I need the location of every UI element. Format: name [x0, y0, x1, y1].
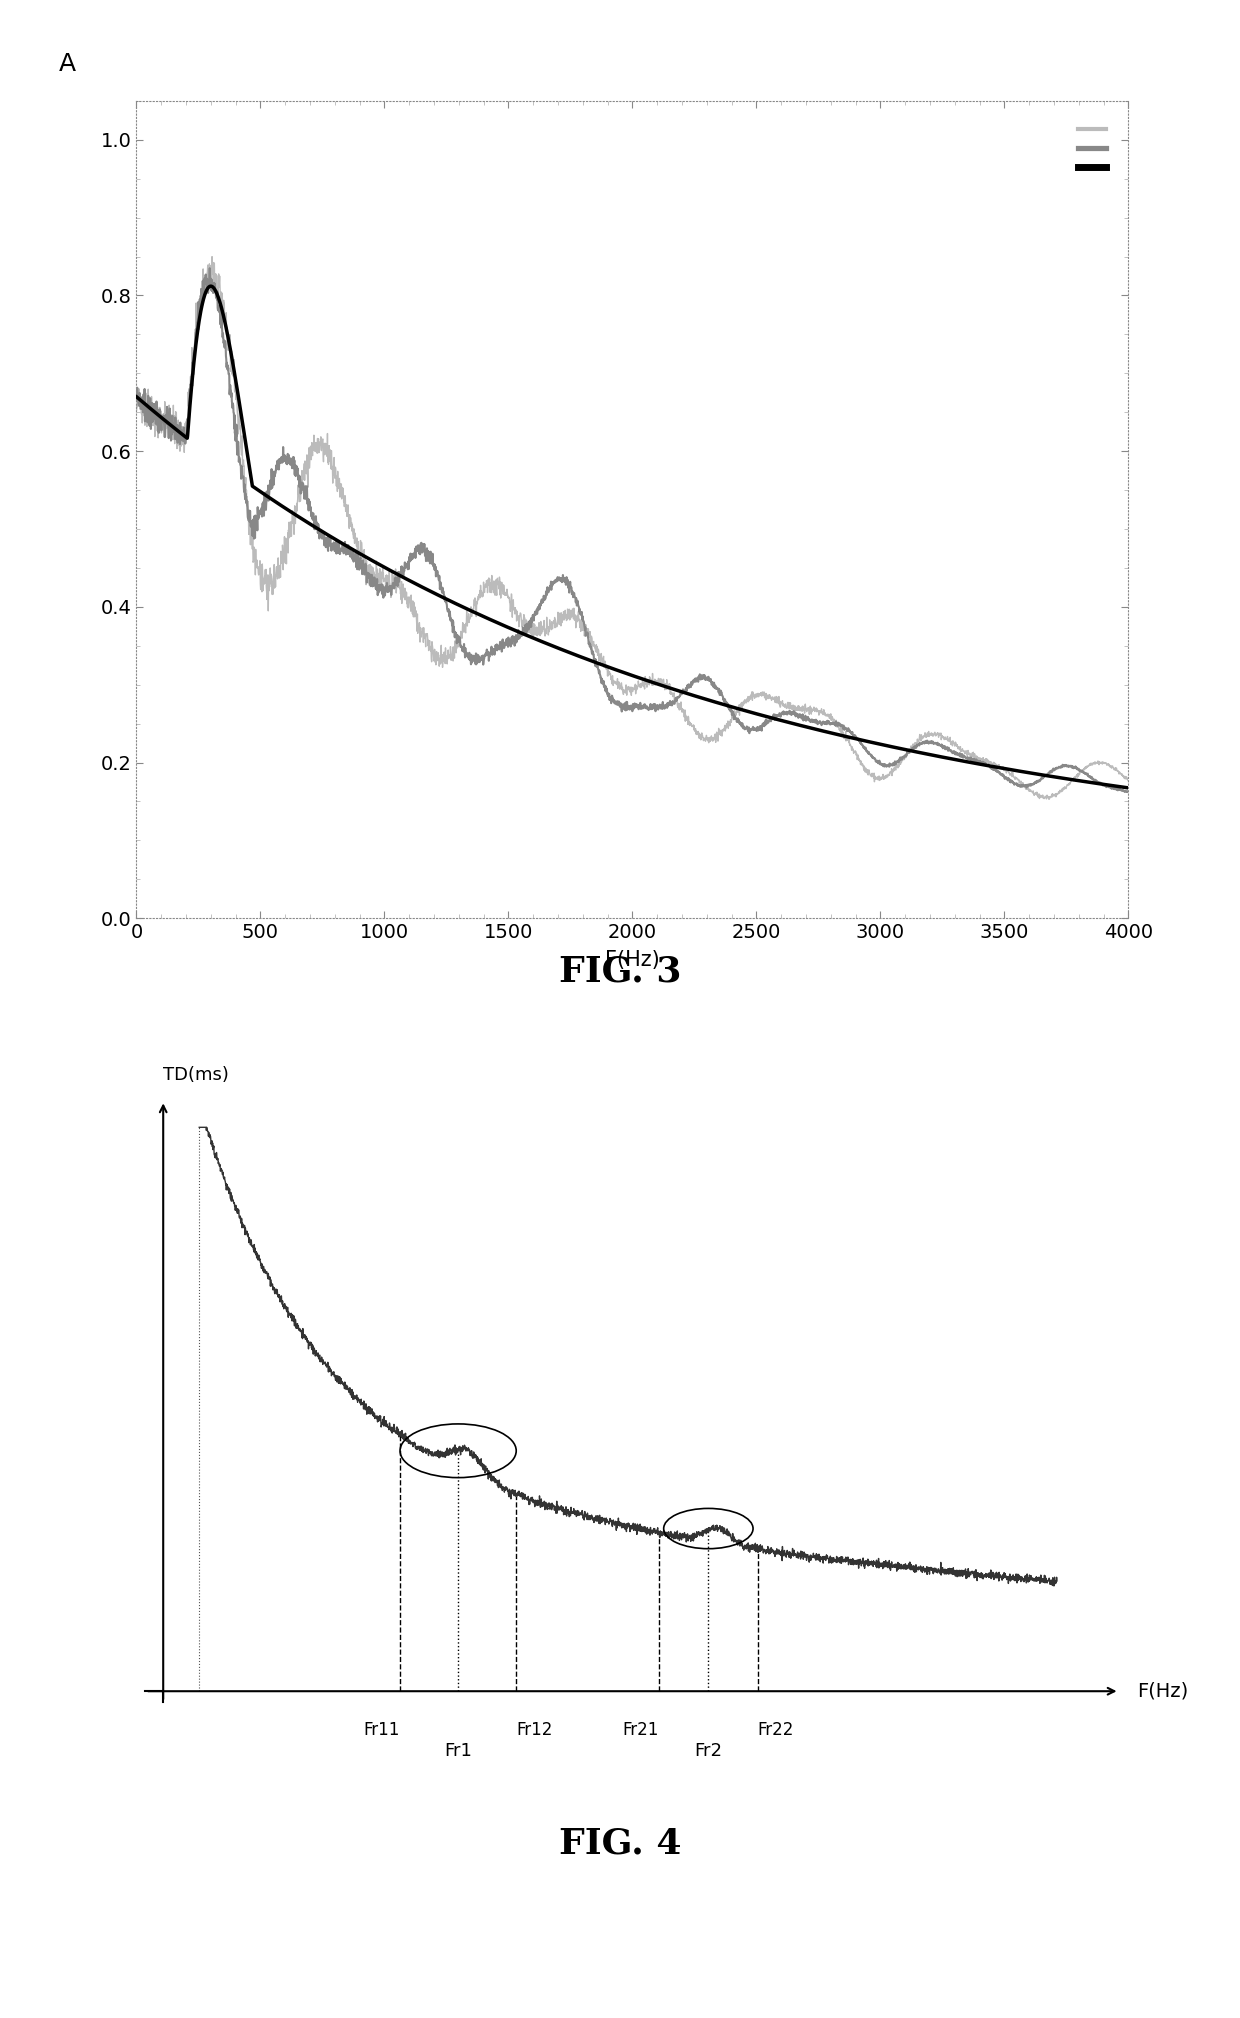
Legend: , , : , , — [1073, 117, 1112, 182]
Text: Fr12: Fr12 — [516, 1721, 553, 1740]
Text: FIG. 4: FIG. 4 — [559, 1826, 681, 1861]
X-axis label: F(Hz): F(Hz) — [605, 950, 660, 971]
Text: Fr22: Fr22 — [758, 1721, 794, 1740]
Text: Fr2: Fr2 — [694, 1742, 723, 1760]
Text: Fr11: Fr11 — [363, 1721, 401, 1740]
Text: FIG. 3: FIG. 3 — [559, 955, 681, 989]
Text: F(Hz): F(Hz) — [1137, 1681, 1189, 1701]
Text: Fr1: Fr1 — [444, 1742, 472, 1760]
Text: TD(ms): TD(ms) — [164, 1066, 229, 1084]
Text: Fr21: Fr21 — [622, 1721, 660, 1740]
Y-axis label: A: A — [58, 52, 76, 77]
